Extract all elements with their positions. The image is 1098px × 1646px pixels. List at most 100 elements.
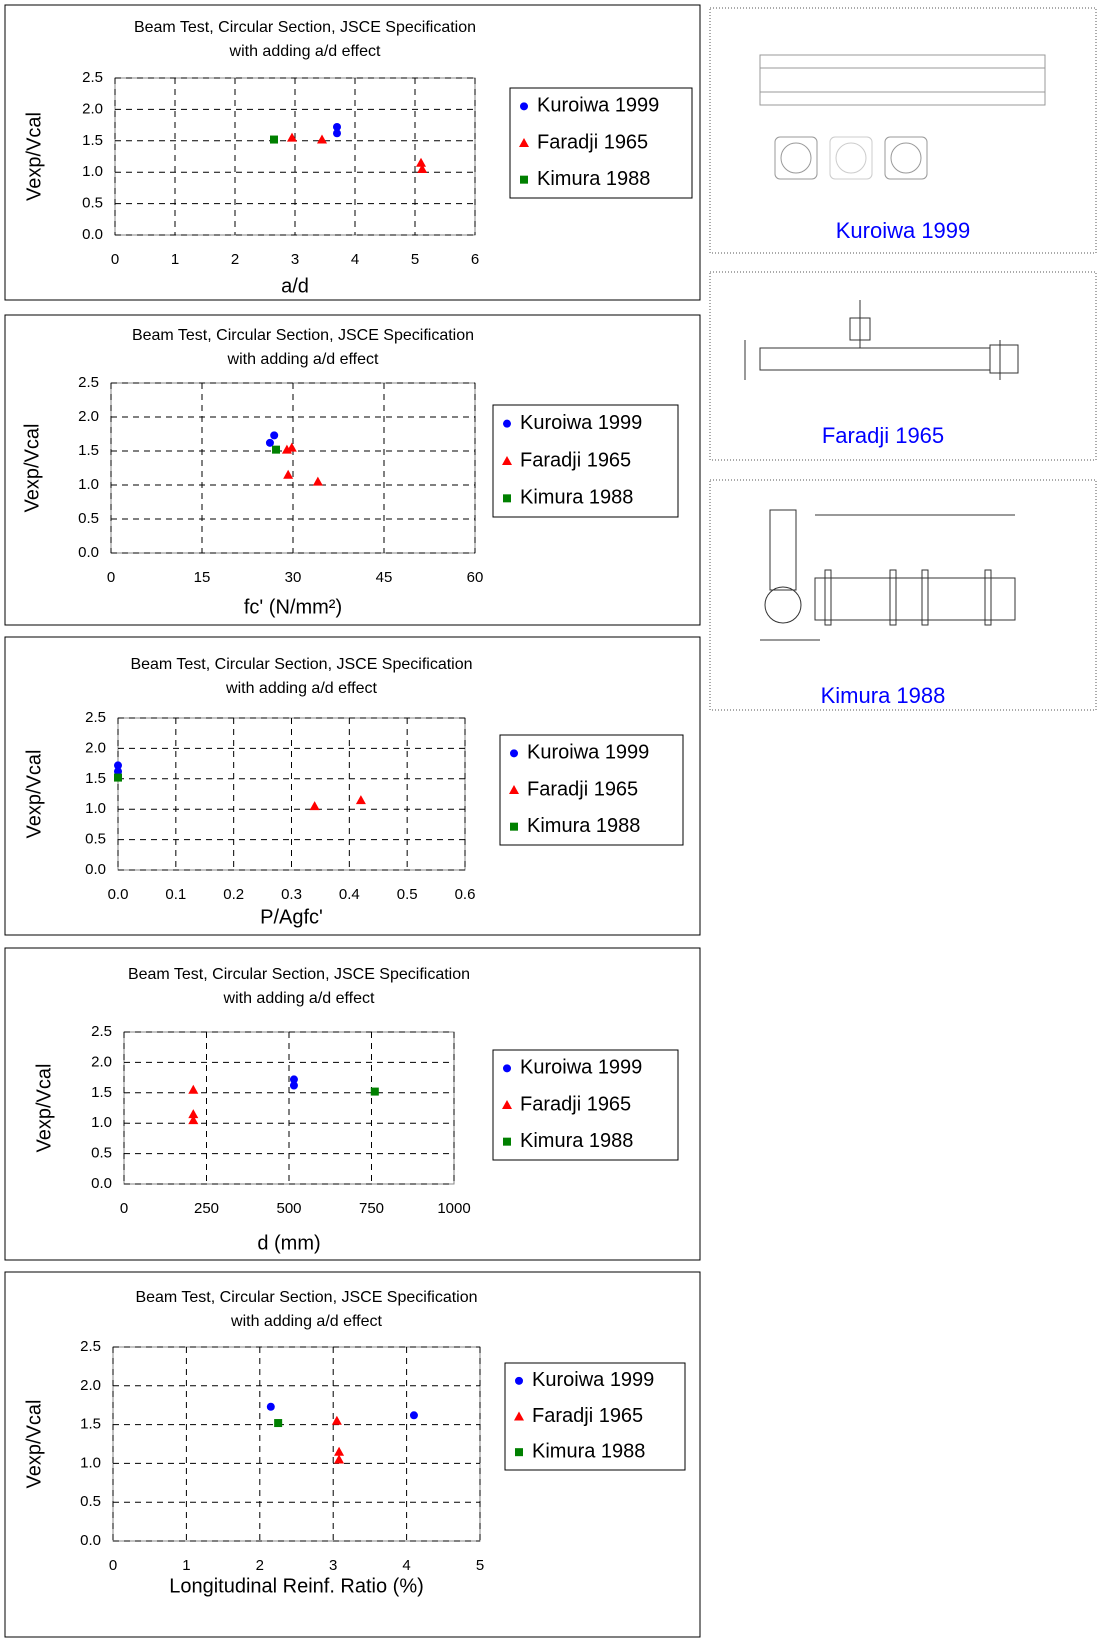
x-axis-label: P/Agfc': [260, 906, 323, 928]
y-tick-label: 2.5: [78, 374, 99, 391]
point: [272, 446, 280, 454]
y-tick-label: 1.5: [82, 132, 103, 149]
y-tick-label: 2.0: [85, 739, 106, 756]
legend-marker: [503, 420, 511, 428]
legend-label: Kuroiwa 1999: [527, 742, 649, 764]
y-tick-label: 1.5: [91, 1084, 112, 1101]
legend-marker: [515, 1377, 523, 1385]
legend-label: Kimura 1988: [520, 487, 633, 509]
y-tick-label: 0.5: [91, 1145, 112, 1162]
y-tick-label: 0.0: [91, 1175, 112, 1192]
x-tick-label: 15: [194, 569, 211, 586]
legend-label: Faradji 1965: [527, 778, 638, 800]
x-tick-label: 1: [182, 1557, 190, 1574]
figure-panel: Kimura 1988: [710, 480, 1096, 710]
y-tick-label: 2.5: [91, 1023, 112, 1040]
x-tick-label: 1: [171, 251, 179, 268]
figure-panel: Faradji 1965: [710, 272, 1096, 460]
y-tick-label: 0.0: [78, 544, 99, 561]
point: [270, 431, 278, 439]
x-tick-label: 0.1: [165, 886, 186, 903]
y-tick-label: 2.5: [80, 1338, 101, 1355]
legend-marker: [515, 1448, 523, 1456]
x-tick-label: 6: [471, 251, 479, 268]
chart: Beam Test, Circular Section, JSCE Specif…: [5, 315, 700, 625]
chart-subtitle: with adding a/d effect: [230, 1313, 382, 1330]
y-tick-label: 1.5: [85, 770, 106, 787]
legend-label: Kimura 1988: [532, 1440, 645, 1462]
legend-marker: [503, 1138, 511, 1146]
x-tick-label: 3: [329, 1557, 337, 1574]
legend-label: Faradji 1965: [532, 1405, 643, 1427]
y-tick-label: 2.5: [85, 709, 106, 726]
point: [270, 136, 278, 144]
x-tick-label: 250: [194, 1200, 219, 1217]
chart: Beam Test, Circular Section, JSCE Specif…: [5, 5, 700, 300]
x-axis-label: a/d: [281, 275, 309, 297]
y-axis-label: Vexp/Vcal: [21, 424, 43, 513]
figure-panel: Kuroiwa 1999: [710, 8, 1096, 253]
point: [410, 1411, 418, 1419]
chart-title: Beam Test, Circular Section, JSCE Specif…: [130, 656, 472, 673]
chart-subtitle: with adding a/d effect: [223, 990, 375, 1007]
x-tick-label: 2: [231, 251, 239, 268]
legend-label: Kuroiwa 1999: [520, 1057, 642, 1079]
x-axis-label: Longitudinal Reinf. Ratio (%): [169, 1575, 424, 1597]
chart-title: Beam Test, Circular Section, JSCE Specif…: [135, 1289, 477, 1306]
legend-label: Kuroiwa 1999: [537, 95, 659, 117]
x-tick-label: 500: [276, 1200, 301, 1217]
x-axis-label: d (mm): [257, 1232, 320, 1254]
y-tick-label: 0.5: [80, 1493, 101, 1510]
legend-marker: [503, 494, 511, 502]
y-tick-label: 1.0: [80, 1454, 101, 1471]
chart-subtitle: with adding a/d effect: [229, 43, 381, 60]
chart-subtitle: with adding a/d effect: [227, 351, 379, 368]
point: [290, 1082, 298, 1090]
x-tick-label: 4: [402, 1557, 410, 1574]
x-tick-label: 0: [109, 1557, 117, 1574]
point: [333, 129, 341, 137]
figure-caption: Faradji 1965: [822, 423, 944, 448]
y-tick-label: 2.0: [80, 1377, 101, 1394]
chart-title: Beam Test, Circular Section, JSCE Specif…: [128, 966, 470, 983]
legend-label: Faradji 1965: [537, 131, 648, 153]
legend-label: Kimura 1988: [527, 815, 640, 837]
x-tick-label: 0.4: [339, 886, 360, 903]
y-tick-label: 0.0: [85, 861, 106, 878]
y-tick-label: 1.0: [85, 800, 106, 817]
legend-label: Kuroiwa 1999: [532, 1369, 654, 1391]
legend-marker: [520, 176, 528, 184]
y-tick-label: 1.0: [91, 1114, 112, 1131]
x-tick-label: 0: [111, 251, 119, 268]
chart-title: Beam Test, Circular Section, JSCE Specif…: [132, 327, 474, 344]
legend-label: Faradji 1965: [520, 1093, 631, 1115]
point: [266, 439, 274, 447]
y-tick-label: 0.5: [85, 831, 106, 848]
x-tick-label: 45: [376, 569, 393, 586]
x-tick-label: 5: [411, 251, 419, 268]
x-tick-label: 2: [256, 1557, 264, 1574]
x-tick-label: 3: [291, 251, 299, 268]
x-tick-label: 1000: [437, 1200, 470, 1217]
y-axis-label: Vexp/Vcal: [23, 112, 45, 201]
y-tick-label: 0.5: [82, 195, 103, 212]
y-axis-label: Vexp/Vcal: [23, 750, 45, 839]
point: [114, 774, 122, 782]
y-tick-label: 0.0: [82, 226, 103, 243]
point: [371, 1088, 379, 1096]
y-tick-label: 2.5: [82, 69, 103, 86]
plot-area: [113, 1347, 480, 1541]
y-tick-label: 0.5: [78, 510, 99, 527]
y-tick-label: 0.0: [80, 1532, 101, 1549]
chart: Beam Test, Circular Section, JSCE Specif…: [5, 948, 700, 1260]
legend-label: Kuroiwa 1999: [520, 412, 642, 434]
y-tick-label: 1.5: [78, 442, 99, 459]
x-tick-label: 30: [285, 569, 302, 586]
point: [267, 1403, 275, 1411]
chart: Beam Test, Circular Section, JSCE Specif…: [5, 637, 700, 935]
y-tick-label: 2.0: [82, 100, 103, 117]
y-tick-label: 1.5: [80, 1416, 101, 1433]
legend-marker: [510, 749, 518, 757]
point: [274, 1419, 282, 1427]
legend-marker: [503, 1064, 511, 1072]
